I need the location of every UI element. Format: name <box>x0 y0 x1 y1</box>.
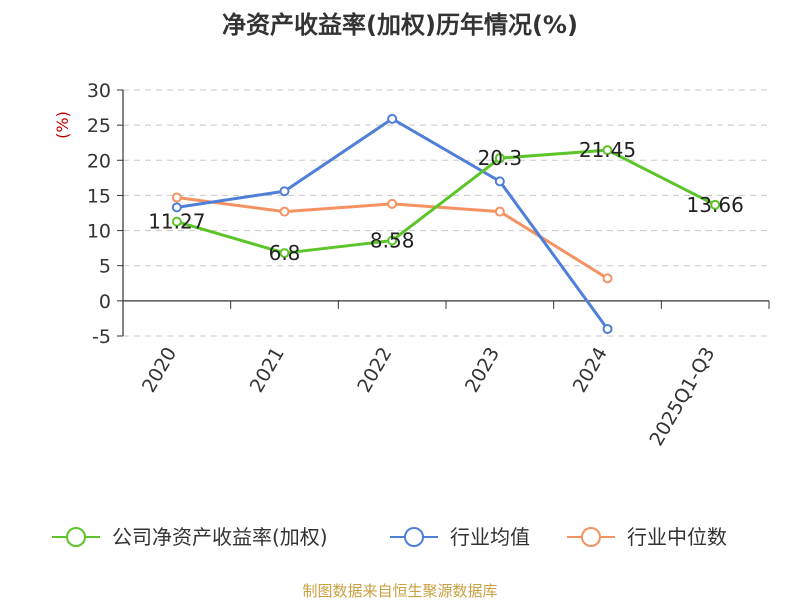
data-label-2021: 6.8 <box>269 241 301 265</box>
point-s1-2023 <box>494 176 505 187</box>
series-line-1 <box>176 117 609 330</box>
series-lines <box>171 113 721 334</box>
x-tick-label-2021: 2021 <box>246 344 289 397</box>
point-s0-2021 <box>279 248 290 259</box>
x-tick-labels: 2020 2021 2022 2023 2024 2025Q1-Q3 <box>122 300 770 450</box>
point-s2-2020 <box>171 192 182 203</box>
x-tick-label-2025Q1-Q3: 2025Q1-Q3 <box>645 344 719 450</box>
data-label-2023: 20.3 <box>478 146 523 170</box>
source-note: 制图数据来自恒生聚源数据库 <box>302 582 497 600</box>
axes <box>122 90 769 336</box>
legend-label-1: 行业均值 <box>450 525 530 549</box>
y-tick-label-20: 20 <box>87 150 111 172</box>
point-s2-2023 <box>494 206 505 217</box>
point-s0-2020 <box>171 216 182 227</box>
legend-marker-1 <box>404 527 424 547</box>
legend-marker-2 <box>581 527 601 547</box>
legend-label-2: 行业中位数 <box>627 525 727 549</box>
x-tick-label-2023: 2023 <box>461 344 504 397</box>
point-s1-2020 <box>171 202 182 213</box>
point-s0-2025Q1-Q3 <box>710 199 721 210</box>
y-tick-labels: -5 0 5 10 15 20 25 30 <box>87 80 123 348</box>
y-axis-label: (%) <box>53 111 72 139</box>
series-line-0 <box>176 148 716 255</box>
y-tick-label--5: -5 <box>92 326 111 348</box>
chart-title: 净资产收益率(加权)历年情况(%) <box>222 11 578 39</box>
legend-label-0: 公司净资产收益率(加权) <box>112 525 328 549</box>
point-s0-2024 <box>602 145 613 156</box>
point-s1-2022 <box>387 113 398 124</box>
x-tick-label-2022: 2022 <box>353 344 396 397</box>
x-tick-label-2024: 2024 <box>569 344 612 397</box>
y-tick-label-10: 10 <box>87 221 111 243</box>
point-s2-2022 <box>387 198 398 209</box>
point-s1-2024 <box>602 323 613 334</box>
point-s1-2021 <box>279 186 290 197</box>
x-tick-label-2020: 2020 <box>138 344 181 397</box>
legend-marker-0 <box>66 527 86 547</box>
data-labels: 11.27 6.8 8.58 20.3 21.45 13.66 <box>148 138 744 265</box>
data-label-2022: 8.58 <box>370 229 415 253</box>
data-label-2020: 11.27 <box>148 210 205 234</box>
point-s0-2023 <box>494 153 505 164</box>
point-s2-2024 <box>602 273 613 284</box>
y-tick-label-25: 25 <box>87 115 111 137</box>
data-label-2025Q1-Q3: 13.66 <box>687 193 744 217</box>
point-s0-2022 <box>387 235 398 246</box>
point-s2-2021 <box>279 206 290 217</box>
y-tick-label-15: 15 <box>87 185 111 207</box>
legend: 公司净资产收益率(加权) 行业均值 行业中位数 <box>52 525 727 549</box>
y-tick-label-5: 5 <box>99 256 111 278</box>
y-tick-label-0: 0 <box>99 291 111 313</box>
y-tick-label-30: 30 <box>87 80 111 102</box>
data-label-2024: 21.45 <box>579 138 636 162</box>
gridlines <box>123 89 769 337</box>
